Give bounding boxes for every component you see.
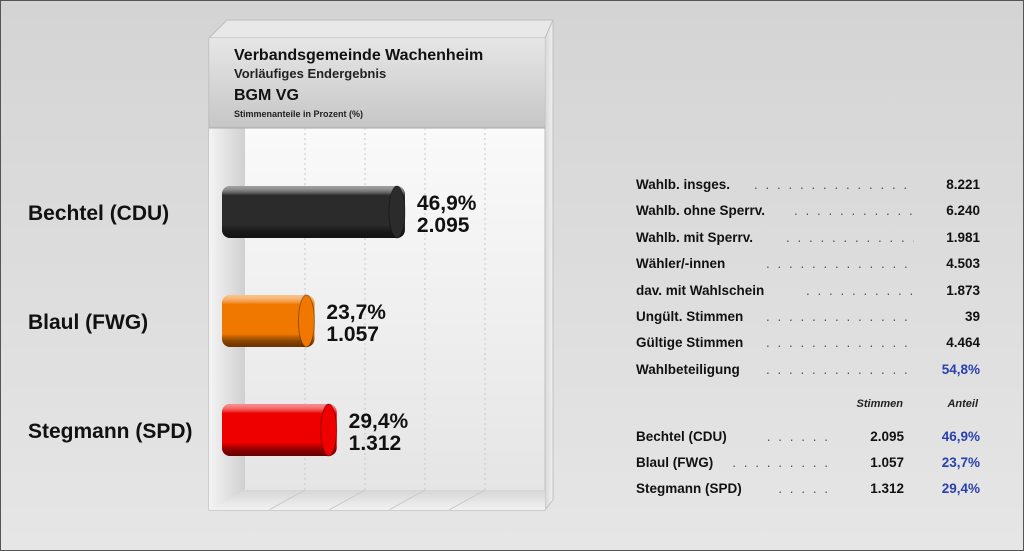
stat-label: Ungült. Stimmen — [636, 308, 744, 324]
candidate-share: 46,9% — [941, 429, 980, 444]
bar-chart: Verbandsgemeinde Wachenheim Vorläufiges … — [28, 19, 554, 512]
share-header: Anteil — [947, 398, 978, 410]
leader-dots: . . . . . . . . . . . . . . . . . . . — [754, 177, 914, 192]
bar-shading — [222, 404, 337, 456]
bar-cap — [297, 294, 315, 348]
stat-label: dav. mit Wahlschein — [636, 282, 765, 298]
stat-label: Wahlb. ohne Sperrv. — [636, 203, 766, 219]
stat-row: Ungült. Stimmen . . . . . . . . . . . . … — [636, 304, 980, 330]
stat-value: 1.873 — [946, 282, 980, 298]
results-header: Stimmen Anteil — [636, 398, 980, 414]
votes-label: 1.312 — [349, 432, 402, 455]
stat-row: Wahlb. insges. . . . . . . . . . . . . .… — [636, 172, 980, 198]
grid-line — [268, 489, 306, 511]
stat-label: Wahlb. mit Sperrv. — [636, 229, 754, 245]
chart-title: Verbandsgemeinde Wachenheim — [234, 47, 483, 64]
leader-dots: . . . . . . . . . . . . . . . — [794, 203, 914, 219]
chart-subtitle: Vorläufiges Endergebnis — [234, 66, 386, 81]
leader-dots: . . . . . . — [766, 429, 830, 444]
stat-row: dav. mit Wahlschein . . . . . . . . . . … — [636, 278, 980, 304]
votes-label: 1.057 — [326, 323, 379, 346]
bar-shading — [222, 186, 405, 238]
stat-label: Wahlb. insges. — [636, 177, 731, 192]
value-label: 29,4% — [349, 410, 409, 433]
candidate-name: Blaul (FWG) — [636, 455, 714, 470]
leader-dots: . . . . . . . . . . . . . . . . . . — [766, 256, 914, 272]
candidate-votes: 2.095 — [870, 429, 904, 444]
votes-header: Stimmen — [856, 398, 903, 410]
election-label: BGM VG — [234, 87, 299, 104]
stat-value: 8.221 — [946, 177, 980, 192]
grid-line — [448, 489, 486, 511]
candidate-name: Stegmann (SPD) — [636, 481, 742, 496]
stat-row: Wahlbeteiligung . . . . . . . . . . . . … — [636, 357, 980, 383]
candidate-votes: 1.057 — [870, 455, 904, 470]
category-label: Stegmann (SPD) — [28, 420, 193, 443]
stat-value: 1.981 — [946, 229, 980, 245]
grid-line — [328, 489, 366, 511]
grid-line — [388, 489, 426, 511]
leader-dots: . . . . . — [778, 481, 830, 496]
stat-value: 39 — [964, 308, 980, 324]
result-row: Bechtel (CDU) . . . . . . 2.095 46,9% — [636, 424, 980, 450]
candidate-share: 29,4% — [941, 481, 980, 496]
value-label: 23,7% — [326, 301, 386, 324]
candidate-share: 23,7% — [941, 455, 980, 470]
stat-row: Wahlb. mit Sperrv. . . . . . . . . . . .… — [636, 225, 980, 251]
stat-row: Wähler/-innen . . . . . . . . . . . . . … — [636, 251, 980, 277]
category-label: Bechtel (CDU) — [28, 202, 169, 225]
result-row: Blaul (FWG) . . . . . . . . . 1.057 23,7… — [636, 450, 980, 476]
leader-dots: . . . . . . . . . . . . . — [806, 282, 914, 298]
stat-value: 6.240 — [946, 203, 980, 219]
stat-row: Wahlb. ohne Sperrv. . . . . . . . . . . … — [636, 198, 980, 224]
stat-value: 4.503 — [946, 256, 980, 272]
leader-dots: . . . . . . . . . . . . . . . . . . — [766, 308, 914, 324]
result-row: Stegmann (SPD) . . . . . 1.312 29,4% — [636, 476, 980, 502]
candidate-votes: 1.312 — [870, 481, 904, 496]
leader-dots: . . . . . . . . . . . . . . . . — [786, 229, 914, 245]
bar-shading — [222, 295, 315, 347]
bar-cap — [388, 185, 406, 239]
leader-dots: . . . . . . . . . — [732, 455, 830, 470]
category-label: Blaul (FWG) — [28, 311, 148, 334]
leader-dots: . . . . . . . . . . . . . . . . . . — [766, 335, 914, 351]
axis-label: Stimmenanteile in Prozent (%) — [234, 109, 363, 119]
stat-label: Wahlbeteiligung — [636, 361, 740, 377]
value-label: 46,9% — [417, 192, 477, 215]
leader-dots: . . . . . . . . . . . . . . . . . . — [766, 361, 914, 377]
stat-label: Wähler/-innen — [636, 256, 726, 272]
stat-label: Gültige Stimmen — [636, 335, 744, 351]
candidate-name: Bechtel (CDU) — [636, 429, 727, 444]
stat-value: 4.464 — [946, 335, 980, 351]
stat-row: Gültige Stimmen . . . . . . . . . . . . … — [636, 330, 980, 356]
votes-label: 2.095 — [417, 214, 470, 237]
stats-table: Wahlb. insges. . . . . . . . . . . . . .… — [636, 172, 980, 383]
bar-cap — [320, 403, 338, 457]
turnout-value: 54,8% — [941, 361, 980, 377]
results-table: Bechtel (CDU) . . . . . . 2.095 46,9% Bl… — [636, 424, 980, 502]
